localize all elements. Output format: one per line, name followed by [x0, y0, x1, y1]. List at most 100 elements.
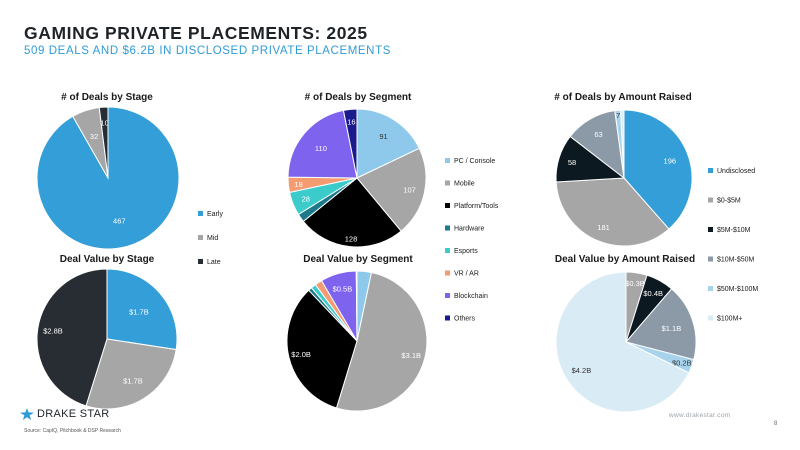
legend-label-platform-tools: Platform/Tools [454, 203, 499, 210]
data-label-0-5m: 181 [597, 223, 610, 232]
legend-label-others: Others [454, 316, 476, 323]
slice-pc-console [356, 108, 420, 179]
legend-swatch-blockchain [445, 293, 450, 298]
data-label-5m-10m: $0.4B [643, 289, 663, 298]
slice-0-5m [555, 177, 670, 247]
slice-late [98, 106, 109, 179]
legend-label-undisclosed: Undisclosed [717, 168, 755, 175]
slice-platform-tools [286, 289, 358, 409]
slice-late [36, 268, 108, 407]
star-logo-icon [20, 408, 34, 420]
legend-swatch-others [445, 315, 450, 321]
pie-deal-value-by-segment: $3.1B $2.0B $0.5B [286, 270, 428, 412]
legend-swatch-esports [445, 248, 450, 253]
slice-mobile [356, 147, 427, 232]
page-number: 8 [774, 421, 778, 427]
pie-deal-value-by-stage: $1.7B $1.7B $2.8B [36, 268, 178, 410]
legend-swatch-early [198, 211, 203, 216]
chart-title-deal-value-by-amount-raised: Deal Value by Amount Raised [555, 254, 695, 265]
legend-swatch-platform-tools [445, 203, 450, 208]
data-label-mobile: 107 [403, 186, 416, 195]
data-label-blockchain: $0.5B [333, 284, 353, 293]
data-label-platform-tools: $2.0B [291, 350, 311, 359]
data-label-50m-100m: 7 [616, 111, 620, 120]
chart-title-deal-value-by-stage: Deal Value by Stage [60, 254, 155, 265]
data-label-late: 10 [100, 119, 108, 128]
data-label-mobile: $3.1B [401, 351, 421, 360]
legend-segment: PC / Console Mobile Platform/Tools Hardware… [445, 158, 499, 323]
legend-stage: Early Mid Late [198, 211, 223, 266]
data-label-50m-100m: $0.2B [672, 359, 692, 368]
page-subtitle: 509 DEALS AND $6.2B IN DISCLOSED PRIVATE… [24, 45, 391, 57]
legend-swatch-pc-console [445, 158, 450, 163]
slice-mid [85, 338, 177, 410]
source-note: Source: CapIQ, Pitchbook & DSP Research [24, 428, 121, 434]
data-label-esports: 28 [302, 195, 310, 204]
data-label-5m-10m: 58 [568, 158, 576, 167]
legend-label-50m-100m: $50M-$100M [717, 286, 758, 293]
legend-label-5m-10m: $5M-$10M [717, 227, 751, 234]
data-label-platform-tools: 128 [345, 234, 358, 243]
page-title: GAMING PRIVATE PLACEMENTS: 2025 [24, 23, 368, 43]
pie-deal-value-by-amount-raised: $0.3B$0.4B $1.1B $0.2B $4.2B [555, 271, 697, 413]
drake-star-logo: DRAKE STAR [20, 408, 109, 420]
chart-title-of-deals-by-stage: # of Deals by Stage [61, 92, 153, 103]
legend-amount: Undisclosed $0-$5M $5M-$10M $10M-$50M $50M-$… [708, 168, 758, 323]
legend-label-10m-50m: $10M-$50M [717, 257, 755, 264]
legend-label-mid: Mid [207, 235, 218, 242]
data-label-mid: 32 [90, 132, 98, 141]
legend-label-pc-console: PC / Console [454, 158, 495, 165]
legend-swatch-late [198, 259, 203, 264]
website-link[interactable]: www.drakestar.com [669, 412, 731, 419]
slice-early [106, 268, 178, 351]
legend-swatch-10m-50m [708, 256, 713, 262]
slice-undisclosed [623, 109, 693, 230]
legend-swatch-50m-100m [708, 286, 713, 291]
legend-label-mobile: Mobile [454, 181, 475, 188]
data-label-early: 467 [113, 217, 126, 226]
slice-10m-50m [625, 288, 697, 361]
legend-swatch-vr-ar [445, 270, 450, 276]
slice-blockchain [287, 109, 358, 179]
data-label-pc-console: 91 [379, 132, 387, 141]
data-label-10m-50m: $1.1B [662, 324, 682, 333]
legend-label-vr-ar: VR / AR [454, 271, 479, 278]
legend-label-100m: $100M+ [717, 316, 743, 323]
legend-swatch-0-5m [708, 197, 713, 203]
legend-label-0-5m: $0-$5M [717, 198, 741, 205]
legend-swatch-100m [708, 315, 713, 321]
slice-others [342, 108, 358, 179]
pie-of-deals-by-amount-raised: 196 181 58 63 7 [555, 109, 693, 247]
legend-swatch-5m-10m [708, 227, 713, 232]
legend-label-hardware: Hardware [454, 226, 484, 233]
slice-100m [555, 271, 690, 413]
legend-label-esports: Esports [454, 248, 478, 255]
legend-label-blockchain: Blockchain [454, 293, 488, 300]
chart-title-of-deals-by-amount-raised: # of Deals by Amount Raised [554, 92, 691, 103]
legend-swatch-undisclosed [708, 168, 713, 173]
data-label-undisclosed: 196 [664, 157, 677, 166]
data-label-10m-50m: 63 [594, 130, 602, 139]
data-label-100m: $4.2B [572, 366, 592, 375]
legend-swatch-mobile [445, 180, 450, 186]
legend-label-late: Late [207, 259, 221, 266]
data-label-others: 16 [347, 118, 355, 127]
slice-others [355, 270, 358, 342]
legend-swatch-hardware [445, 225, 450, 231]
data-label-vr-ar: 18 [294, 180, 302, 189]
slice-mobile [335, 271, 428, 412]
data-label-mid: $1.7B [123, 377, 143, 386]
slice-platform-tools [302, 177, 402, 248]
slice-100m [620, 109, 625, 179]
legend-label-early: Early [207, 211, 223, 218]
chart-title-of-deals-by-segment: # of Deals by Segment [305, 92, 412, 103]
data-label-blockchain: 110 [315, 144, 327, 153]
data-label-early: $1.7B [129, 308, 149, 317]
data-label-0-5m: $0.3B [625, 279, 645, 288]
legend-swatch-mid [198, 235, 203, 240]
chart-title-deal-value-by-segment: Deal Value by Segment [303, 254, 413, 265]
logo-text: DRAKE STAR [37, 408, 110, 420]
